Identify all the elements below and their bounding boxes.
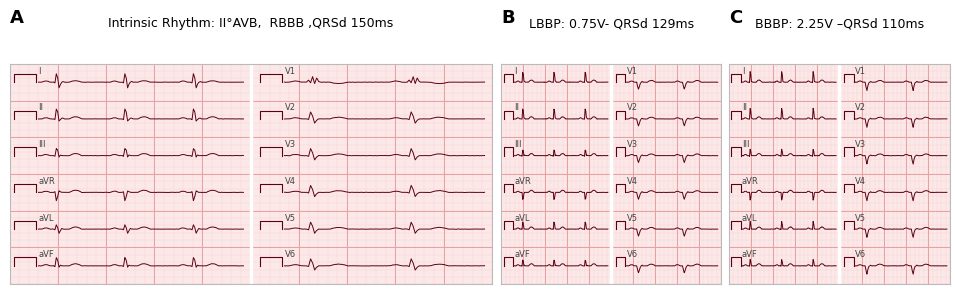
Text: aVR: aVR	[742, 177, 758, 186]
Text: V6: V6	[626, 250, 638, 260]
Text: II: II	[742, 104, 747, 113]
Text: aVL: aVL	[742, 214, 757, 223]
Text: III: III	[742, 140, 750, 149]
Text: Intrinsic Rhythm: II°AVB,  RBBB ,QRSd 150ms: Intrinsic Rhythm: II°AVB, RBBB ,QRSd 150…	[108, 17, 393, 30]
Text: V4: V4	[855, 177, 866, 186]
Text: C: C	[729, 9, 742, 27]
Text: V2: V2	[855, 104, 866, 113]
Text: V1: V1	[855, 67, 866, 76]
Text: I: I	[38, 67, 41, 76]
Text: LBBP: 0.75V- QRSd 129ms: LBBP: 0.75V- QRSd 129ms	[529, 17, 693, 30]
Text: II: II	[38, 104, 44, 113]
Text: V6: V6	[285, 250, 295, 260]
Text: aVF: aVF	[515, 250, 530, 260]
Text: V3: V3	[626, 140, 638, 149]
Text: V2: V2	[626, 104, 638, 113]
Text: V1: V1	[626, 67, 638, 76]
Text: V5: V5	[626, 214, 638, 223]
Text: aVR: aVR	[515, 177, 531, 186]
Text: I: I	[515, 67, 517, 76]
Text: aVF: aVF	[742, 250, 757, 260]
Text: aVF: aVF	[38, 250, 54, 260]
Text: V2: V2	[285, 104, 295, 113]
Text: V6: V6	[855, 250, 866, 260]
Text: V4: V4	[285, 177, 295, 186]
Text: V1: V1	[285, 67, 295, 76]
Text: BBBP: 2.25V –QRSd 110ms: BBBP: 2.25V –QRSd 110ms	[754, 17, 924, 30]
Text: V3: V3	[285, 140, 295, 149]
Text: aVR: aVR	[38, 177, 55, 186]
Text: II: II	[515, 104, 520, 113]
Text: III: III	[38, 140, 46, 149]
Text: A: A	[10, 9, 24, 27]
Text: V5: V5	[855, 214, 866, 223]
Text: V3: V3	[855, 140, 866, 149]
Text: aVL: aVL	[38, 214, 54, 223]
Text: V5: V5	[285, 214, 295, 223]
Text: III: III	[515, 140, 522, 149]
Text: I: I	[742, 67, 745, 76]
Text: V4: V4	[626, 177, 638, 186]
Text: aVL: aVL	[515, 214, 530, 223]
Text: B: B	[501, 9, 515, 27]
